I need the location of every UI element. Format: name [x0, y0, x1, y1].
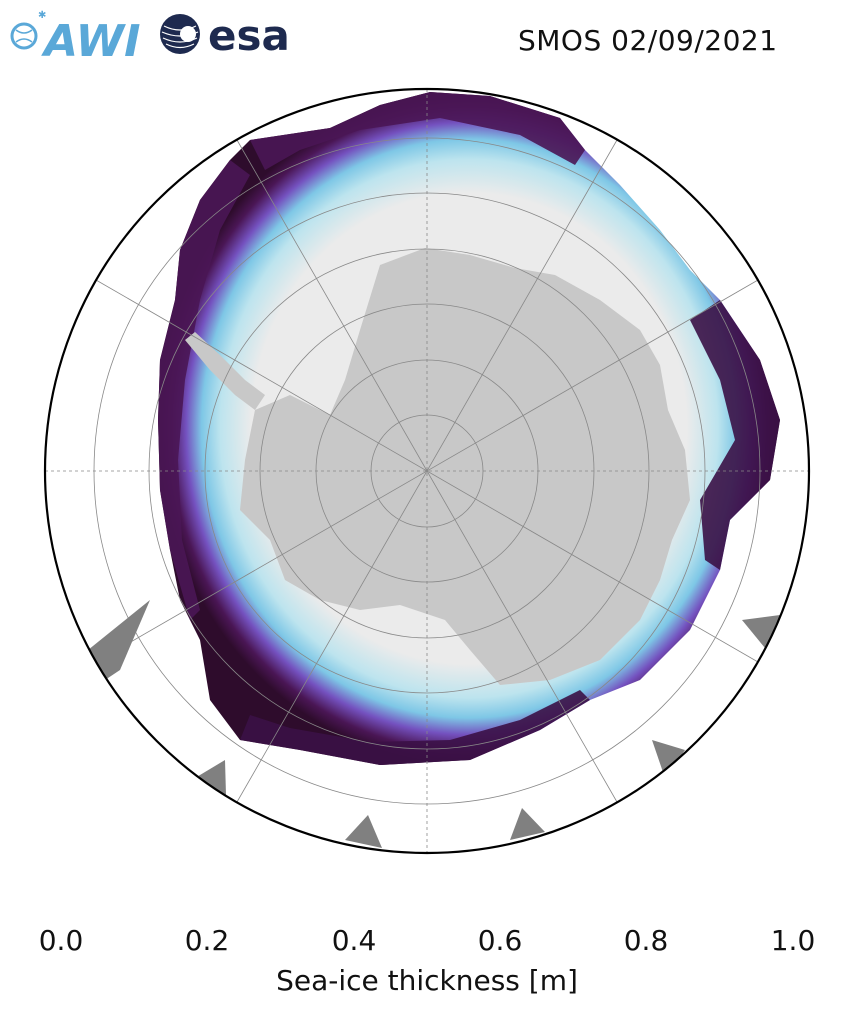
- longitude-lines: [45, 89, 809, 853]
- land-fragment: [652, 740, 685, 778]
- land-fragment: [345, 815, 382, 848]
- colorbar-tick-label: 0.8: [623, 924, 669, 957]
- thin-ice-band: [240, 690, 590, 765]
- map-boundary: [43, 87, 811, 855]
- map-title: SMOS 02/09/2021: [518, 24, 778, 57]
- colorbar-tick-label: 0.4: [331, 924, 377, 957]
- colorbar-tick-label: 0.0: [38, 924, 84, 957]
- awi-logo-text: AWI: [41, 16, 141, 62]
- thin-ice-band: [690, 300, 780, 570]
- esa-logo-text: esa: [208, 11, 290, 60]
- antarctica-landmass: [240, 248, 690, 685]
- esa-logo: esa: [160, 11, 290, 60]
- colorbar-tick-label: 1.0: [770, 924, 816, 957]
- land-fragment: [742, 615, 780, 648]
- colorbar-tick-label: 0.6: [477, 924, 523, 957]
- svg-text:✱: ✱: [38, 10, 46, 21]
- land-fragment: [510, 808, 545, 840]
- awi-logo: ✱ AWI: [10, 10, 141, 62]
- antarctic-peninsula: [185, 332, 265, 410]
- colorbar-label: Sea-ice thickness [m]: [276, 964, 578, 997]
- sea-ice-map: [43, 87, 811, 855]
- land-fragment: [88, 600, 150, 680]
- thin-ice-band: [250, 92, 585, 170]
- colorbar-tick-label: 0.2: [184, 924, 230, 957]
- thin-ice-band: [158, 160, 250, 620]
- land-fragment: [195, 760, 226, 795]
